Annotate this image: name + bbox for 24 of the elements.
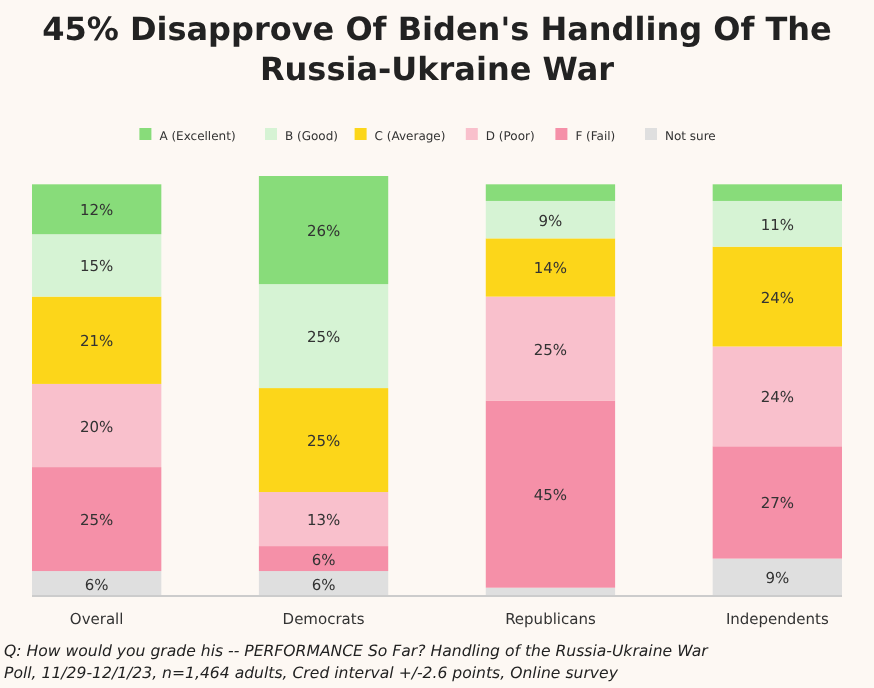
- bar: [32, 383, 162, 468]
- bar: [712, 246, 842, 347]
- bar: [258, 571, 389, 596]
- bar: [485, 238, 616, 297]
- bar: [32, 184, 162, 235]
- bar: [712, 446, 842, 559]
- bar: [712, 200, 842, 247]
- bar: [485, 184, 616, 201]
- bar: [258, 284, 389, 389]
- bar: [712, 346, 842, 447]
- bar: [712, 184, 842, 201]
- bar: [485, 296, 616, 401]
- chart-title: 45% Disapprove Of Biden's Handling Of The Russia-Ukraine War: [42, 10, 833, 88]
- bar: [258, 388, 389, 493]
- bar: [485, 200, 616, 239]
- bar: [32, 234, 162, 297]
- bar: [712, 558, 842, 596]
- bar: [32, 467, 162, 572]
- bar: [258, 176, 389, 285]
- bar: [32, 571, 162, 596]
- bar: [258, 546, 389, 572]
- bar: [258, 492, 389, 547]
- bar: [32, 296, 162, 384]
- bar: [485, 400, 616, 588]
